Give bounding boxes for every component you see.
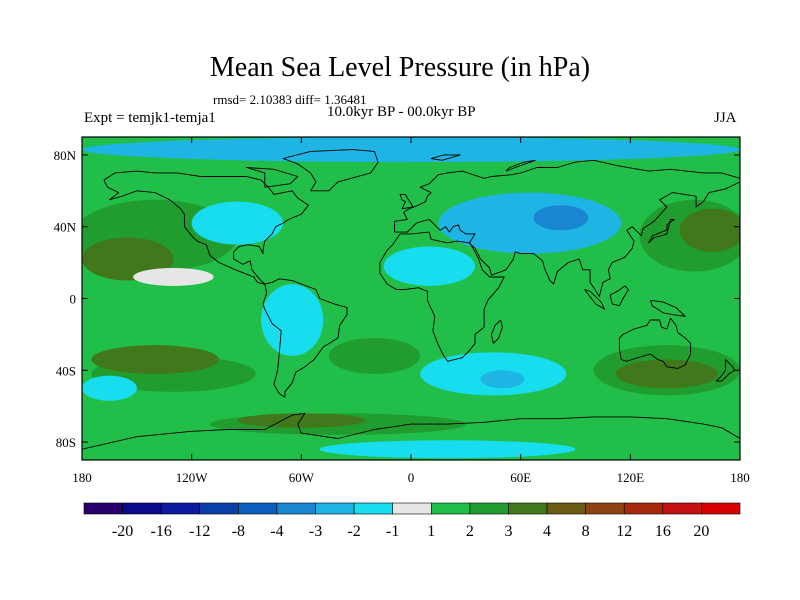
x-tick-label: 60E [510,470,531,485]
colorbar-swatch [701,502,741,515]
colorbar-label: -16 [151,523,172,540]
colorbar: -20 -16 -12 -8 -4 -3 -2 -1 1 2 3 4 8 12 16 20 [83,502,741,540]
coastline-novaya-zemlya [505,159,536,172]
colorbar-label: -1 [386,523,399,540]
colorbar-swatch [546,502,586,515]
field-region-eurasia-low-core [533,205,589,231]
coastline-antarctica [82,412,740,450]
field-region-south-atlantic-high [328,337,421,374]
colorbar-swatch [315,502,355,515]
colorbar-label: -8 [232,523,245,540]
season-label: JJA [714,110,737,126]
colorbar-label: 4 [543,523,551,540]
colorbar-swatch [469,502,509,515]
experiment-label: Expt = temjk1-temja1 [84,110,216,126]
colorbar-swatch [83,502,123,515]
colorbar-label: 8 [582,523,590,540]
colorbar-label: 1 [427,523,435,540]
coastline-south-america [262,278,348,398]
coastline-borneo [609,285,629,307]
colorbar-swatch [160,502,201,515]
field-region-eurasia-low [438,192,622,254]
colorbar-label: 2 [466,523,474,540]
colorbar-swatch [585,502,625,515]
x-tick-label: 120E [617,470,645,485]
coastline-svalbard [430,154,461,161]
coastline-greenland [282,149,379,192]
field-region-north-africa-low [383,246,475,286]
colorbar-label: -12 [189,523,210,540]
colorbar-label: 20 [693,523,709,540]
colorbar-label: -3 [309,523,322,540]
field-region-southeast-pacific-low [82,375,137,401]
x-tick-label: 60W [289,470,315,485]
coastline-australia [618,317,692,369]
field-region-tropical-east-pacific [133,267,214,286]
page-title: Mean Sea Level Pressure (in hPa) [209,52,591,83]
y-tick-label: 40S [56,363,76,378]
x-tick-label: 120W [176,470,209,485]
colorbar-swatch [122,502,162,515]
field-region-west-pacific-high-core [679,208,740,252]
field-region-north-america-low [191,201,284,245]
field-region-arctic-low [82,137,740,163]
colorbar-label: -2 [347,523,360,540]
colorbar-label: -4 [270,523,283,540]
field-background [82,137,740,460]
colorbar-label: 3 [504,523,512,540]
y-tick-label: 80N [54,148,77,163]
map-axes: 180 120W 60W 0 60E 120E 180 80N 40N 0 40S 80S [54,137,750,485]
colorbar-swatch [392,502,432,515]
field-region-south-pacific-high-core [91,345,220,374]
colorbar-label: 16 [655,523,671,540]
colorbar-swatch [353,502,394,515]
colorbar-swatch [662,502,702,515]
colorbar-swatch [508,502,548,515]
colorbar-swatch [430,502,471,515]
x-tick-label: 180 [72,470,92,485]
coastline-eurasia [394,159,740,298]
colorbar-swatch [623,502,664,515]
coastlines [82,149,740,450]
field-region-south-america-low [261,284,324,356]
field-region-south-australian-high-core [615,359,719,389]
coastline-new-guinea [649,299,686,317]
coastline-great-britain [399,193,414,210]
colorbar-label: -20 [112,523,133,540]
coastline-new-zealand [715,359,735,382]
field-region-south-indian-low-core [480,370,525,389]
stats-label: rmsd= 2.10383 diff= 1.36481 [213,92,367,107]
colorbar-swatch [238,502,278,515]
coastline-baffin [246,167,299,188]
coastline-japan [648,219,675,244]
period-label: 10.0kyr BP - 00.0kyr BP [327,104,476,120]
coastline-madagascar [490,319,503,344]
colorbar-swatch [276,502,316,515]
coastline-sumatra [584,289,606,310]
field-region-southern-ocean-high-core [237,413,366,428]
y-tick-label: 0 [70,292,77,307]
pressure-field [82,137,740,460]
coastline-africa [379,231,505,362]
y-tick-label: 40N [54,220,77,235]
x-tick-label: 180 [730,470,750,485]
y-tick-label: 80S [56,435,76,450]
x-tick-label: 0 [408,470,415,485]
colorbar-label: 12 [616,523,632,540]
field-region-antarctica-low [319,440,576,459]
colorbar-swatch [199,502,239,515]
